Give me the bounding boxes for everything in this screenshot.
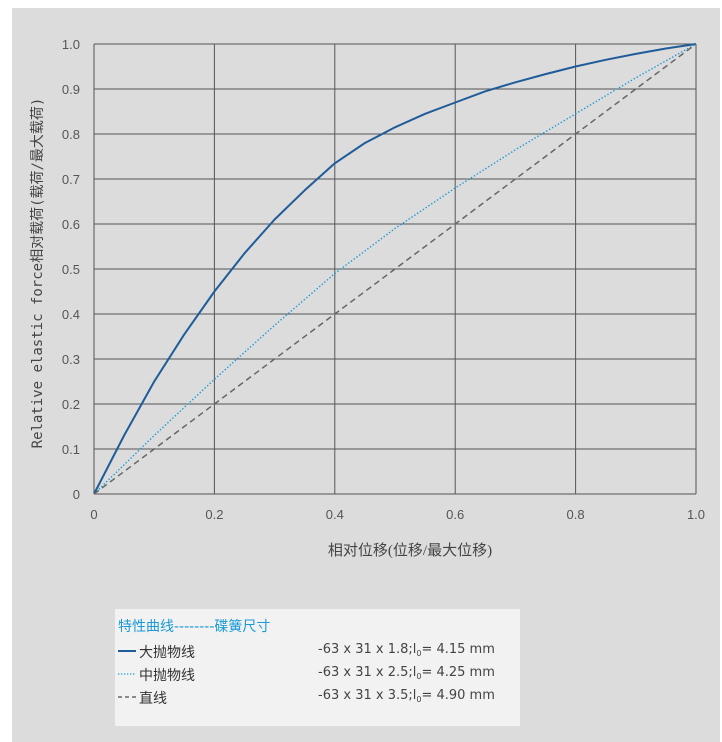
legend-spec: -63 x 31 x 1.8;l0= 4.15 mm [318,642,495,658]
legend-label: 大抛物线 [139,645,195,661]
legend-item: 大抛物线 -63 x 31 x 1.8;l0= 4.15 mm [115,641,520,661]
y-tick-label: 0.9 [62,82,80,97]
series-line-dotted [93,43,697,495]
grid-lines [93,43,697,495]
legend: 特性曲线--------碟簧尺寸 大抛物线 -63 x 31 x 1.8;l0=… [115,609,520,726]
dotted-line-icon [118,673,136,675]
solid-line-icon [118,650,136,652]
series-lines [93,43,697,495]
y-tick-label: 0.3 [62,352,80,367]
y-tick-label: 0.6 [62,217,80,232]
legend-label: 直线 [139,691,167,707]
y-tick-label: 1.0 [62,37,80,52]
y-tick-label: 0.5 [62,262,80,277]
y-tick-labels: 0 0.1 0.2 0.3 0.4 0.5 0.6 0.7 0.8 0.9 1.0 [62,37,80,502]
y-tick-label: 0.4 [62,307,80,322]
y-tick-label: 0.2 [62,397,80,412]
legend-item: 直线 -63 x 31 x 3.5;l0= 4.90 mm [115,687,520,707]
y-tick-label: 0.7 [62,172,80,187]
y-tick-label: 0 [73,487,80,502]
y-axis-title: Relative elastic force相对载荷(载荷/最大载荷) [30,98,46,449]
x-tick-label: 0.2 [205,507,223,522]
x-tick-label: 0 [90,507,97,522]
x-axis-title: 相对位移(位移/最大位移) [328,542,492,559]
line-chart: 00.10.20.30.40.50.60.70.80.91.0 0 0.2 0.4 0… [30,37,705,559]
x-tick-label: 0.6 [446,507,464,522]
chart-frame: 0 0.1 0.2 0.3 0.4 0.5 0.6 0.7 0.8 0.9 1.0 0 0.2 0.4 0… [12,8,720,742]
series-line-dashed [93,43,697,495]
legend-title: 特性曲线--------碟簧尺寸 [118,619,271,635]
y-tick-label: 0.1 [62,442,80,457]
legend-item: 中抛物线 -63 x 31 x 2.5;l0= 4.25 mm [115,664,520,684]
x-tick-label: 0.8 [567,507,585,522]
legend-spec: -63 x 31 x 2.5;l0= 4.25 mm [318,665,495,681]
series-line-solid [93,43,697,495]
x-tick-labels: 0 0.2 0.4 0.6 0.8 1.0 [90,507,705,522]
legend-spec: -63 x 31 x 3.5;l0= 4.90 mm [318,688,495,704]
y-tick-label: 0.8 [62,127,80,142]
dashed-line-icon [118,696,136,698]
legend-label: 中抛物线 [139,668,195,684]
x-tick-label: 0.4 [326,507,344,522]
x-tick-label: 1.0 [687,507,705,522]
